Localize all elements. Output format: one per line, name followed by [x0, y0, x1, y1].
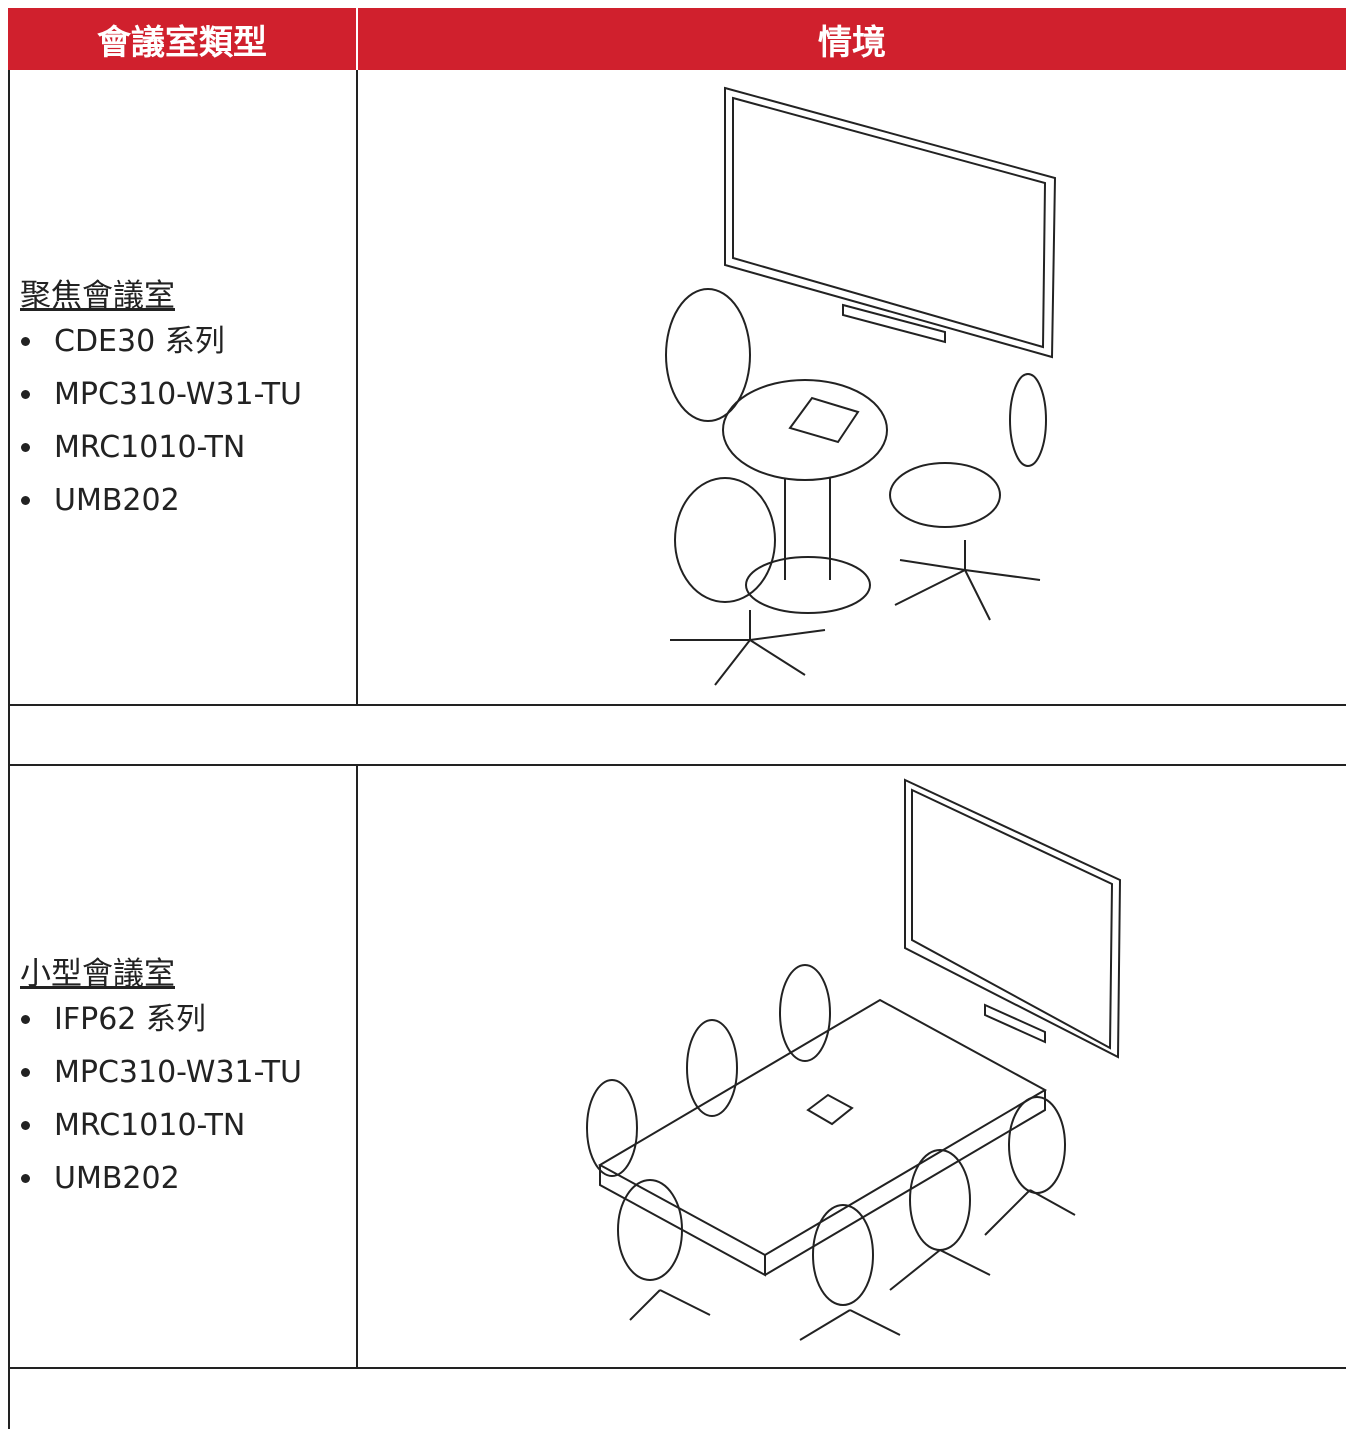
item: UMB202	[46, 474, 302, 527]
room-cell: 聚焦會議室 CDE30 系列 MPC310-W31-TU MRC1010-TN …	[20, 270, 302, 527]
item-list: CDE30 系列 MPC310-W31-TU MRC1010-TN UMB202	[20, 315, 302, 527]
item-list: IFP62 系列 MPC310-W31-TU MRC1010-TN UMB202	[20, 993, 302, 1205]
room-title: 小型會議室	[20, 956, 175, 992]
item: MPC310-W31-TU	[46, 368, 302, 421]
border	[8, 764, 1346, 766]
room-cell: 小型會議室 IFP62 系列 MPC310-W31-TU MRC1010-TN …	[20, 948, 302, 1205]
room-title: 聚焦會議室	[20, 278, 175, 314]
item: MRC1010-TN	[46, 421, 302, 474]
border	[356, 765, 358, 1369]
border	[8, 704, 1346, 706]
small-room-illustration	[586, 778, 1122, 1341]
item: MRC1010-TN	[46, 1099, 302, 1152]
item: IFP62 系列	[46, 993, 302, 1046]
header-cell: 會議室類型	[8, 8, 356, 70]
header-cell: 情境	[358, 8, 1346, 70]
border	[8, 70, 10, 1429]
border	[8, 1367, 1346, 1369]
item: MPC310-W31-TU	[46, 1046, 302, 1099]
border	[356, 70, 358, 706]
item: UMB202	[46, 1152, 302, 1205]
item: CDE30 系列	[46, 315, 302, 368]
focus-room-illustration	[665, 86, 1057, 686]
